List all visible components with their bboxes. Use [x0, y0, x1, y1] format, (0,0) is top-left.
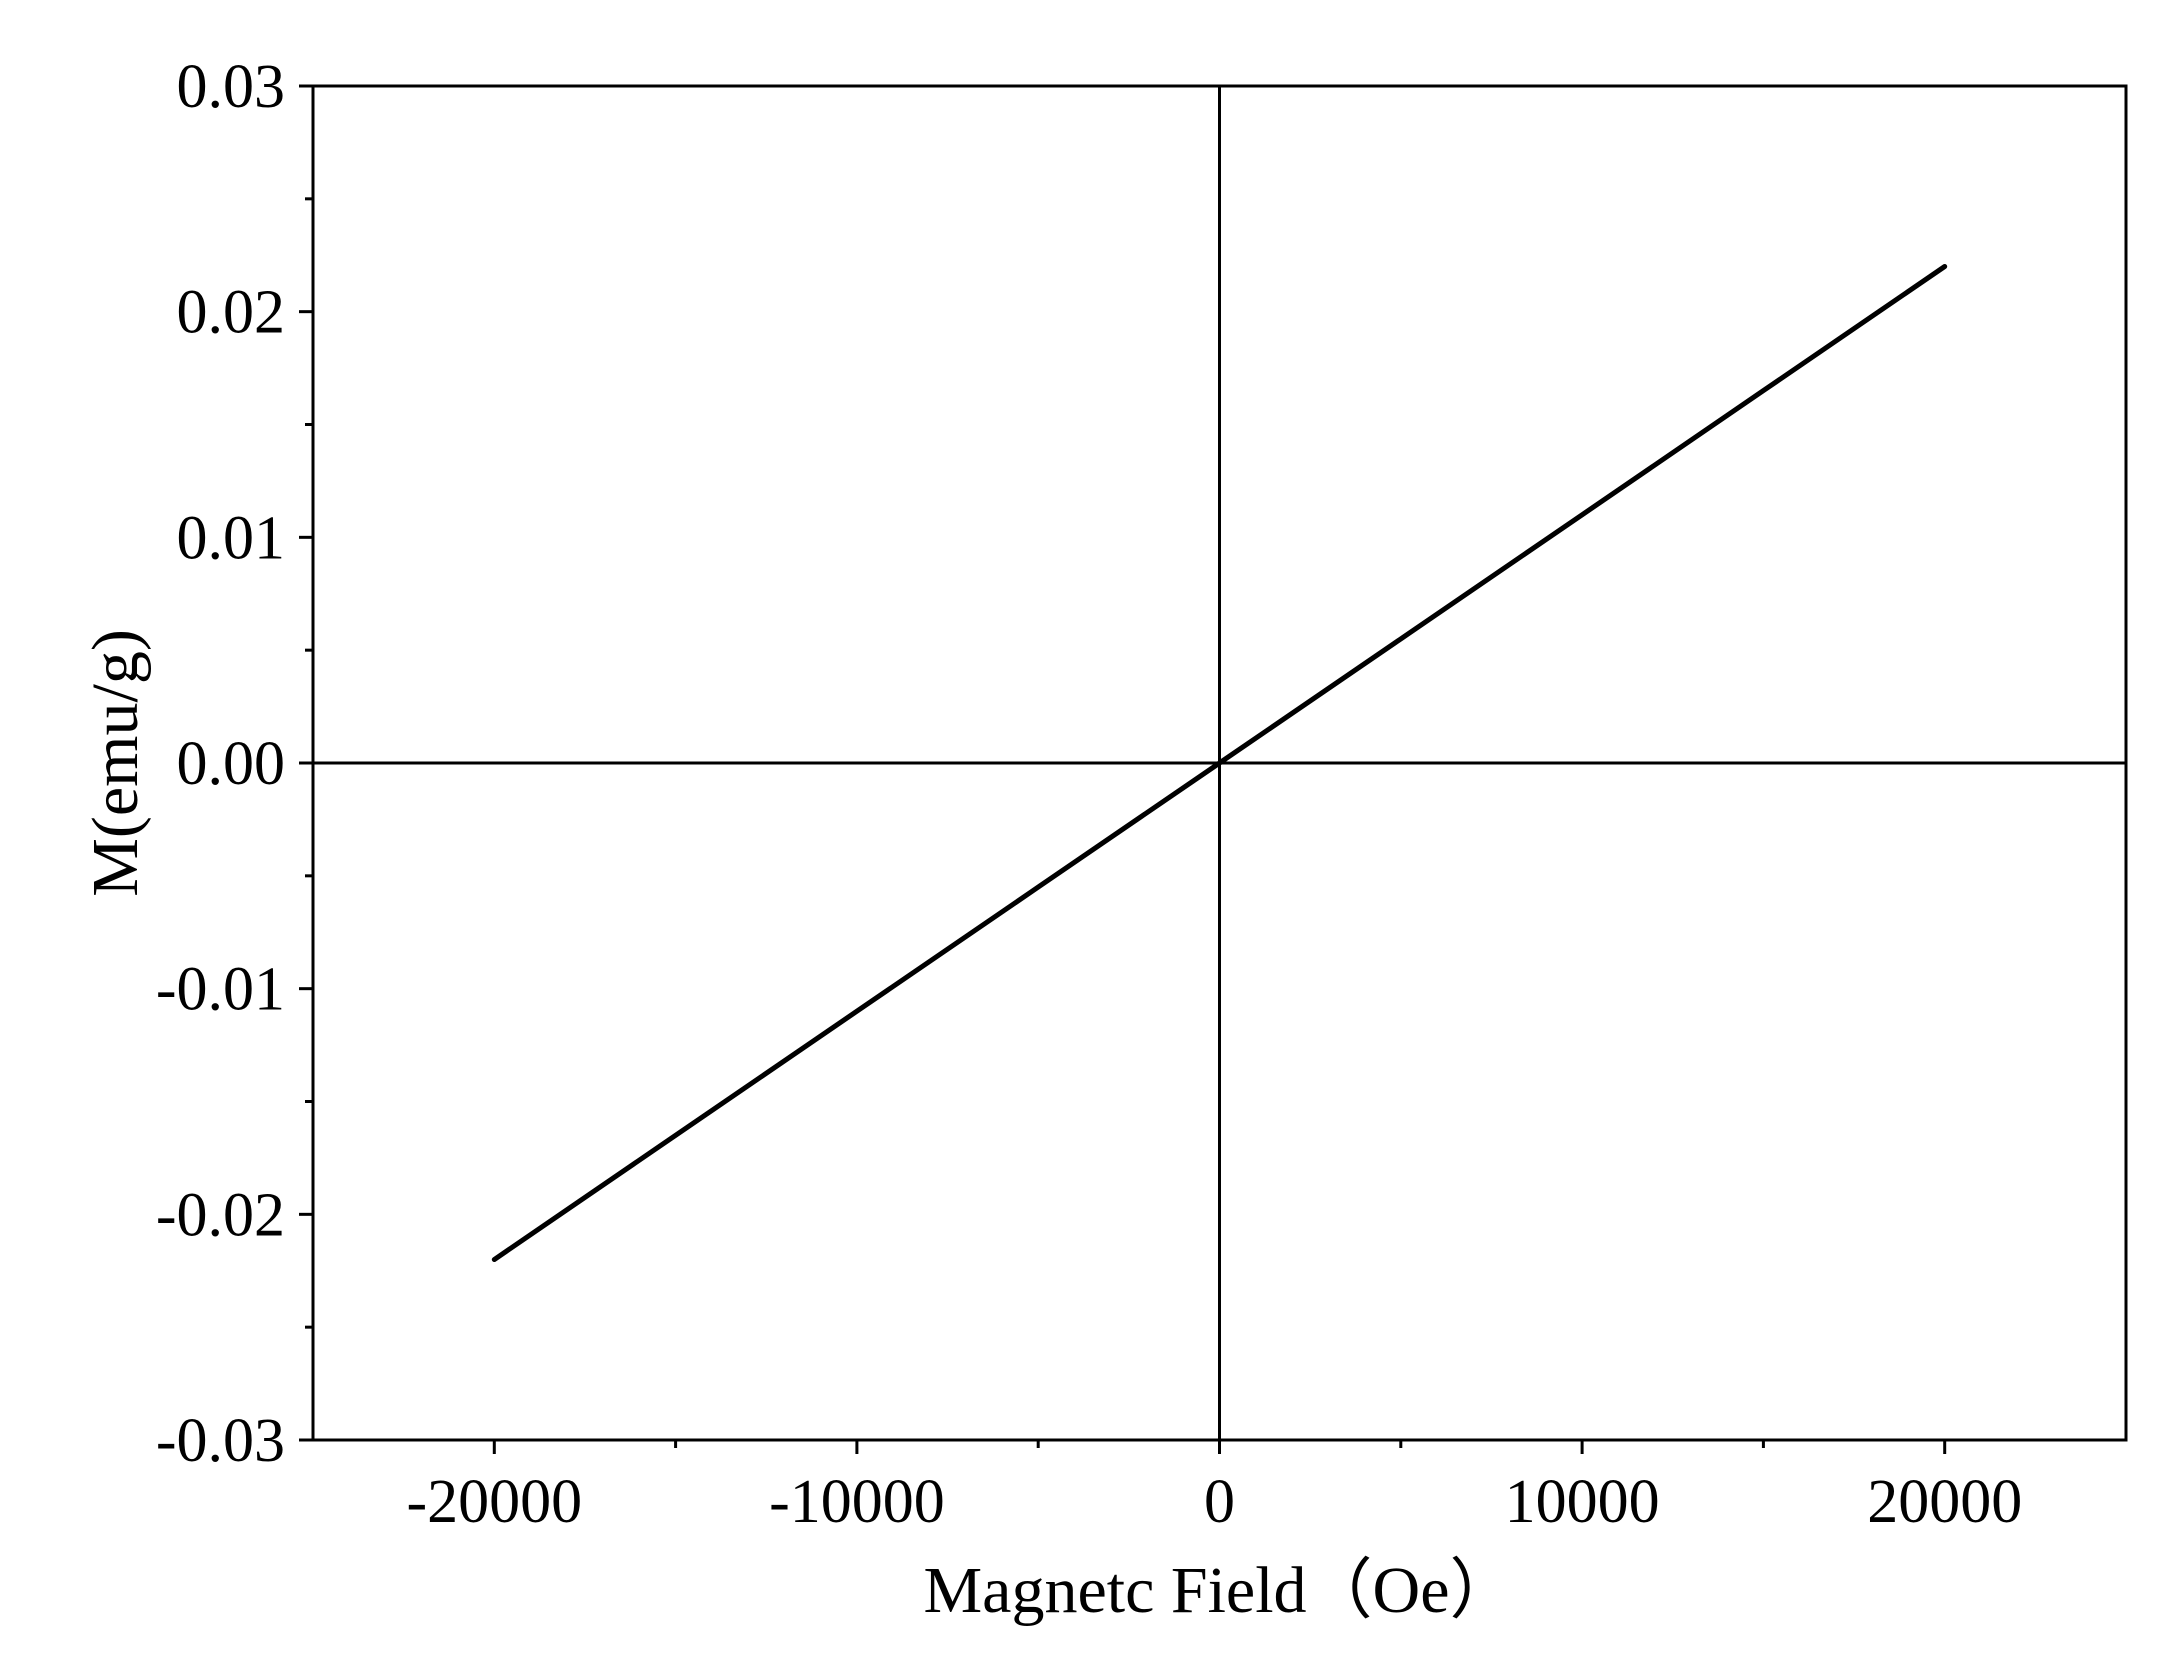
x-tick-label: 0	[1204, 1468, 1235, 1536]
x-tick-label: -20000	[406, 1468, 582, 1536]
data-layer	[491, 264, 1948, 1262]
x-tick-label: -10000	[769, 1468, 945, 1536]
series-line	[491, 264, 1948, 1262]
y-tick-label: -0.01	[156, 956, 285, 1024]
y-tick-label: 0.00	[177, 730, 286, 798]
y-tick-label: -0.03	[156, 1407, 285, 1475]
axes-layer	[299, 84, 2128, 1454]
y-tick-label: 0.01	[177, 504, 286, 572]
y-axis-title: M(emu/g)	[79, 629, 152, 897]
x-tick-label: 20000	[1867, 1468, 2022, 1536]
labels-layer: -20000 -10000 0 10000 20000 -0.03 -0.02 -0.01 0.…	[156, 53, 2022, 1536]
y-tick-label: 0.02	[177, 279, 286, 347]
x-tick-label: 10000	[1505, 1468, 1660, 1536]
y-tick-label: 0.03	[177, 53, 286, 121]
y-tick-label: -0.02	[156, 1181, 285, 1249]
x-axis-title: Magnetc Field（Oe）	[923, 1554, 1515, 1627]
